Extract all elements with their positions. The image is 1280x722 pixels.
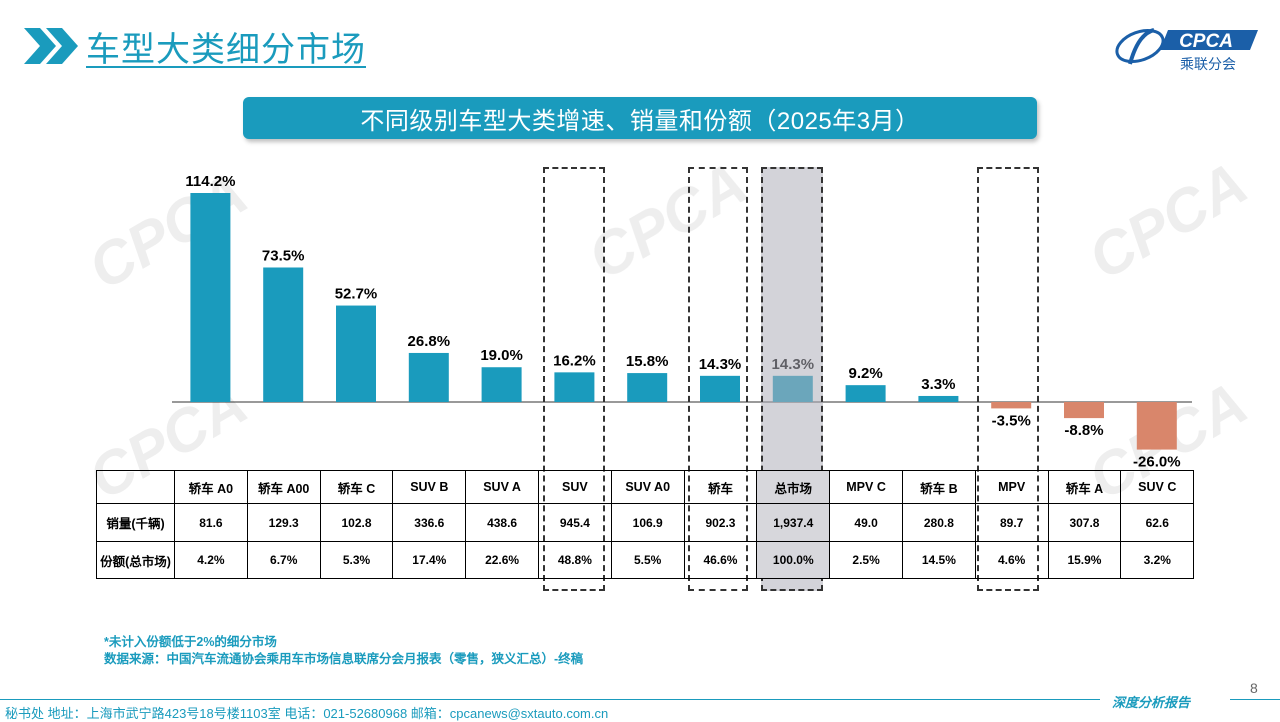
table-cell: 336.6 bbox=[392, 503, 467, 542]
bar-value-label: -8.8% bbox=[1064, 422, 1103, 439]
bar bbox=[263, 267, 304, 402]
bar bbox=[1136, 402, 1177, 450]
footer-divider-right bbox=[1230, 699, 1280, 700]
table-cell: 902.3 bbox=[683, 503, 758, 542]
table-cell: 62.6 bbox=[1120, 503, 1195, 542]
bar bbox=[918, 395, 959, 402]
table-cell: 22.6% bbox=[465, 541, 539, 579]
footnote-source: 数据来源：中国汽车流通协会乘用车市场信息联席分会月报表（零售，狭义汇总）-终稿 bbox=[104, 652, 584, 666]
table-cell: 15.9% bbox=[1047, 541, 1122, 579]
bar-value-label: 14.3% bbox=[699, 356, 742, 373]
table-cell: 81.6 bbox=[174, 503, 248, 542]
table-cell: 4.6% bbox=[974, 541, 1049, 579]
table-cell: 49.0 bbox=[829, 503, 903, 542]
svg-text:CPCA: CPCA bbox=[1179, 31, 1233, 52]
row-label-share: 份额(总市场) bbox=[96, 541, 175, 579]
table-cell: 3.2% bbox=[1120, 541, 1195, 579]
bar bbox=[554, 372, 595, 402]
table-header-cell: 轿车 A00 bbox=[246, 470, 321, 504]
table-cell: 1,937.4 bbox=[756, 503, 831, 542]
table-cell: 307.8 bbox=[1047, 503, 1122, 542]
bar bbox=[772, 375, 813, 402]
bar-value-label: -3.5% bbox=[992, 412, 1031, 429]
table-cell: 4.2% bbox=[174, 541, 248, 579]
table-cell: 48.8% bbox=[537, 541, 612, 579]
bar-value-label: 19.0% bbox=[480, 347, 523, 364]
bar-value-label: 73.5% bbox=[262, 247, 305, 264]
bar-value-label: 52.7% bbox=[335, 286, 378, 303]
table-header-cell: MPV C bbox=[829, 470, 903, 504]
table-row-share: 份额(总市场) 4.2% 6.7% 5.3% 17.4% 22.6% 48.8% 5.5% 4… bbox=[96, 541, 1195, 579]
table-header-cell: 总市场 bbox=[756, 470, 831, 504]
table-header-cell: 轿车 B bbox=[901, 470, 976, 504]
table-cell: 46.6% bbox=[683, 541, 758, 579]
table-row-sales: 销量(千辆) 81.6 129.3 102.8 336.6 438.6 945.4 106.… bbox=[96, 503, 1195, 542]
bar bbox=[700, 375, 740, 402]
table-corner-cell bbox=[96, 470, 175, 504]
table-cell: 100.0% bbox=[756, 541, 831, 579]
bar bbox=[481, 367, 522, 402]
bar-value-label: 16.2% bbox=[553, 352, 596, 369]
bar-value-label: 9.2% bbox=[848, 365, 882, 382]
table-cell: 89.7 bbox=[974, 503, 1049, 542]
table-cell: 129.3 bbox=[246, 503, 321, 542]
table-cell: 106.9 bbox=[610, 503, 685, 542]
table-header-cell: SUV A bbox=[465, 470, 539, 504]
table-header-cell: SUV C bbox=[1120, 470, 1195, 504]
table-cell: 945.4 bbox=[537, 503, 612, 542]
report-tag: 深度分析报告 bbox=[1112, 695, 1191, 710]
bar bbox=[991, 402, 1032, 409]
table-cell: 102.8 bbox=[319, 503, 394, 542]
bar bbox=[845, 385, 886, 402]
table-header-cell: MPV bbox=[974, 470, 1049, 504]
bar-value-label: 114.2% bbox=[185, 173, 235, 190]
table-cell: 17.4% bbox=[392, 541, 467, 579]
table-cell: 5.5% bbox=[610, 541, 685, 579]
table-cell: 280.8 bbox=[901, 503, 976, 542]
page-number: 8 bbox=[1250, 680, 1258, 696]
table-header-cell: SUV B bbox=[392, 470, 467, 504]
table-cell: 14.5% bbox=[901, 541, 976, 579]
svg-text:乘联分会: 乘联分会 bbox=[1180, 57, 1236, 73]
header-chevron-icon bbox=[24, 28, 78, 64]
bar bbox=[408, 352, 449, 402]
table-cell: 438.6 bbox=[465, 503, 539, 542]
cpca-logo: CPCA 乘联分会 bbox=[1115, 28, 1258, 73]
bar-value-label: -26.0% bbox=[1133, 454, 1181, 471]
bar bbox=[627, 373, 668, 402]
bar-value-label: 14.3% bbox=[772, 356, 815, 373]
footnote: *未计入份额低于2%的细分市场 数据来源：中国汽车流通协会乘用车市场信息联席分会… bbox=[104, 634, 583, 668]
table-header-cell: 轿车 A bbox=[1047, 470, 1122, 504]
bar bbox=[190, 193, 231, 402]
footnote-line-1: *未计入份额低于2%的细分市场 bbox=[104, 635, 277, 649]
data-table: 轿车 A0 轿车 A00 轿车 C SUV B SUV A SUV SUV A0 轿车 总市场 M… bbox=[96, 470, 1195, 579]
table-header-cell: 轿车 A0 bbox=[174, 470, 248, 504]
table-cell: 2.5% bbox=[829, 541, 903, 579]
table-cell: 6.7% bbox=[246, 541, 321, 579]
bar bbox=[336, 305, 376, 402]
table-header-cell: SUV A0 bbox=[610, 470, 685, 504]
page-title: 车型大类细分市场 bbox=[86, 31, 366, 69]
table-cell: 5.3% bbox=[319, 541, 394, 579]
table-header-cell: 轿车 bbox=[683, 470, 758, 504]
table-header-cell: 轿车 C bbox=[319, 470, 394, 504]
row-label-sales: 销量(千辆) bbox=[96, 503, 175, 542]
bar-value-label: 3.3% bbox=[921, 376, 955, 393]
chart-banner-title: 不同级别车型大类增速、销量和份额（2025年3月） bbox=[243, 97, 1037, 139]
bar-value-label: 26.8% bbox=[408, 333, 451, 350]
bar bbox=[1064, 402, 1104, 419]
footer-divider bbox=[0, 699, 1100, 700]
footer-contact: 秘书处 地址：上海市武宁路423号18号楼1103室 电话：021-526809… bbox=[5, 706, 609, 721]
table-header-row: 轿车 A0 轿车 A00 轿车 C SUV B SUV A SUV SUV A0 轿车 总市场 M… bbox=[96, 470, 1195, 504]
table-header-cell: SUV bbox=[537, 470, 612, 504]
bar-value-label: 15.8% bbox=[626, 353, 669, 370]
